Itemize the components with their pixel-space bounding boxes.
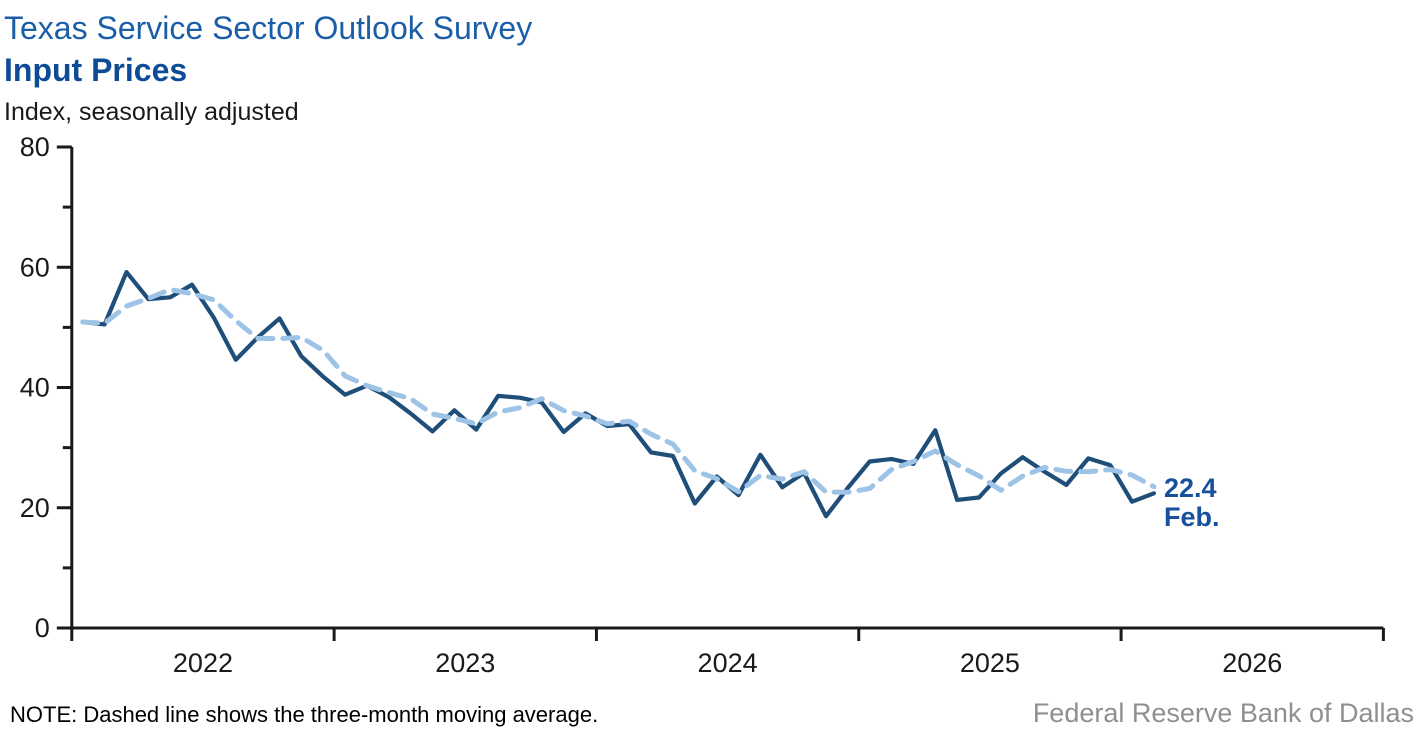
chart-note: NOTE: Dashed line shows the three-month …: [10, 702, 599, 727]
y-axis-units-label: Index, seasonally adjusted: [4, 98, 299, 126]
survey-title: Texas Service Sector Outlook Survey: [4, 10, 533, 46]
y-tick-label: 20: [20, 493, 50, 523]
y-tick-label: 0: [35, 613, 50, 643]
x-tick-label: 2025: [960, 648, 1020, 678]
monthly-series-line: [80, 270, 1157, 519]
chart-title: Input Prices: [4, 52, 188, 88]
last-value-annotation: 22.4 Feb.: [1164, 474, 1220, 532]
y-tick-label: 80: [20, 132, 50, 162]
x-tick-label: 2022: [173, 648, 233, 678]
last-month-label: Feb.: [1164, 502, 1220, 532]
last-value-label: 22.4: [1164, 473, 1217, 503]
x-tick-label: 2024: [698, 648, 758, 678]
source-attribution: Federal Reserve Bank of Dallas: [1032, 698, 1414, 728]
moving-average-line: [80, 287, 1157, 495]
y-tick-label: 60: [20, 252, 50, 282]
x-tick-label: 2023: [435, 648, 495, 678]
x-tick-label: 2026: [1222, 648, 1282, 678]
y-tick-label: 40: [20, 373, 50, 403]
